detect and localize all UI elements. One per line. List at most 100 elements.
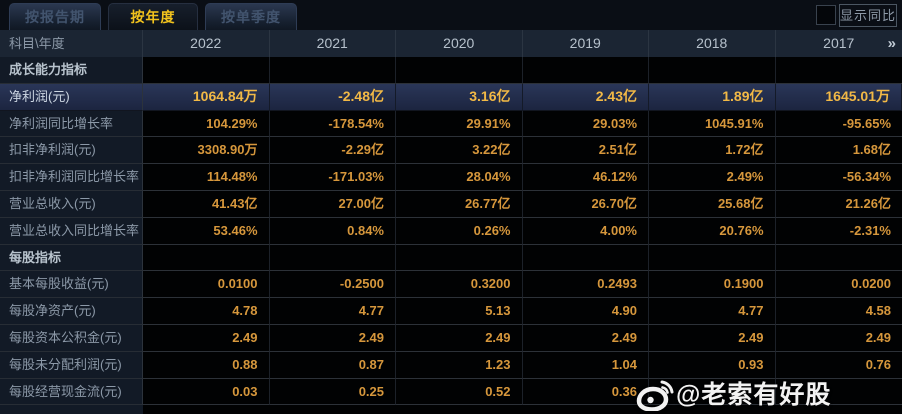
row-label: 基本每股收益(元) xyxy=(0,271,143,299)
cell: 26.70亿 xyxy=(522,190,649,218)
section-row[interactable]: 每股指标 xyxy=(0,244,902,272)
cell: 0.88 xyxy=(143,351,270,379)
row-label: 每股经营现金流(元) xyxy=(0,378,143,406)
tab-by-quarter[interactable]: 按单季度 xyxy=(205,3,297,30)
tab-report-period[interactable]: 按报告期 xyxy=(9,3,101,30)
cell: -2.31% xyxy=(775,217,902,245)
cell: 2.49 xyxy=(649,324,776,352)
section-row[interactable]: 成长能力指标 xyxy=(0,57,902,84)
cell: 3.16亿 xyxy=(396,83,523,111)
corner-label: 科目\年度 xyxy=(0,30,143,57)
cell: -0.2500 xyxy=(269,271,396,299)
cell: 2.49 xyxy=(269,324,396,352)
cell: 0.03 xyxy=(143,378,270,406)
next-columns-icon[interactable]: » xyxy=(887,35,896,52)
column-header-2018: 2018 xyxy=(649,30,776,57)
cell: 25.68亿 xyxy=(649,190,776,218)
cell: 29.03% xyxy=(522,110,649,138)
cell: 0.25 xyxy=(269,378,396,406)
cell: 3.22亿 xyxy=(396,137,523,165)
cell: 5.13 xyxy=(396,298,523,325)
cell: 0.76 xyxy=(775,351,902,379)
cell: 4.77 xyxy=(649,298,776,325)
table-row[interactable]: 净利润(元) 1064.84万 -2.48亿 3.16亿 2.43亿 1.89亿 1645.… xyxy=(0,83,902,111)
cell: 0.0100 xyxy=(143,271,270,299)
cell xyxy=(649,244,776,272)
cell xyxy=(775,244,902,272)
cell: 21.26亿 xyxy=(775,190,902,218)
cell: 4.77 xyxy=(269,298,396,325)
cell: 2.49 xyxy=(396,324,523,352)
cell: -178.54% xyxy=(269,110,396,138)
table-row[interactable]: 每股未分配利润(元) 0.88 0.87 1.23 1.04 0.93 0.76 xyxy=(0,351,902,379)
cell: 1.72亿 xyxy=(649,137,776,165)
cell: 0.93 xyxy=(649,351,776,379)
table-body: 成长能力指标 净利润(元) 1064.84万 -2.48亿 3.16亿 2.43亿 1.89… xyxy=(0,57,902,406)
cell: 1645.01万 xyxy=(775,83,902,111)
cell: 114.48% xyxy=(143,164,270,191)
table-row[interactable]: 扣非净利润同比增长率 114.48% -171.03% 28.04% 46.12% 2.4… xyxy=(0,164,902,191)
column-header-2019: 2019 xyxy=(523,30,649,57)
cell: 1.68亿 xyxy=(775,137,902,165)
cell xyxy=(143,244,270,272)
row-label: 营业总收入同比增长率 xyxy=(0,217,143,245)
cell xyxy=(522,57,649,84)
cell: 20.76% xyxy=(649,217,776,245)
show-yoy-checkbox[interactable] xyxy=(816,5,836,25)
row-label: 营业总收入(元) xyxy=(0,190,143,218)
cell: 1.23 xyxy=(396,351,523,379)
cell xyxy=(775,57,902,84)
cell: 4.78 xyxy=(143,298,270,325)
period-tabbar: 按报告期 按年度 按单季度 显示同比 xyxy=(0,0,902,30)
cell: 29.91% xyxy=(396,110,523,138)
cell: 27.00亿 xyxy=(269,190,396,218)
cell: 104.29% xyxy=(143,110,270,138)
table-row[interactable]: 营业总收入(元) 41.43亿 27.00亿 26.77亿 26.70亿 25.68亿 21… xyxy=(0,190,902,218)
cell: 53.46% xyxy=(143,217,270,245)
row-label: 净利润同比增长率 xyxy=(0,110,143,138)
show-yoy-button[interactable]: 显示同比 xyxy=(839,4,897,27)
cell: 4.00% xyxy=(522,217,649,245)
column-header-2022: 2022 xyxy=(143,30,270,57)
tab-by-year[interactable]: 按年度 xyxy=(108,3,198,30)
cell: -171.03% xyxy=(269,164,396,191)
cell: 0.52 xyxy=(396,378,523,406)
cell: -2.48亿 xyxy=(269,83,396,111)
table-row[interactable]: 净利润同比增长率 104.29% -178.54% 29.91% 29.03% 1045.… xyxy=(0,110,902,138)
table-row[interactable]: 扣非净利润(元) 3308.90万 -2.29亿 3.22亿 2.51亿 1.72亿 1.6… xyxy=(0,137,902,165)
cell: 0.0200 xyxy=(775,271,902,299)
table-row[interactable]: 每股资本公积金(元) 2.49 2.49 2.49 2.49 2.49 2.49 xyxy=(0,324,902,352)
column-header-2020: 2020 xyxy=(396,30,523,57)
column-header-2021: 2021 xyxy=(270,30,396,57)
table-row[interactable]: 基本每股收益(元) 0.0100 -0.2500 0.3200 0.2493 0.1900… xyxy=(0,271,902,299)
cell: 2.43亿 xyxy=(522,83,649,111)
cell: 2.49 xyxy=(775,324,902,352)
cell: 41.43亿 xyxy=(143,190,270,218)
cell: 2.49 xyxy=(522,324,649,352)
cell: 1.04 xyxy=(522,351,649,379)
partial-next-row xyxy=(0,405,902,414)
cell: 2.51亿 xyxy=(522,137,649,165)
table-row[interactable]: 每股净资产(元) 4.78 4.77 5.13 4.90 4.77 4.58 xyxy=(0,298,902,325)
cell: -2.29亿 xyxy=(269,137,396,165)
row-label: 每股净资产(元) xyxy=(0,298,143,325)
cell xyxy=(649,57,776,84)
row-label: 每股资本公积金(元) xyxy=(0,324,143,352)
row-label: 扣非净利润同比增长率 xyxy=(0,164,143,191)
cell: 0.2493 xyxy=(522,271,649,299)
cell: 0.1900 xyxy=(649,271,776,299)
cell: 0.3200 xyxy=(396,271,523,299)
table-row[interactable]: 每股经营现金流(元) 0.03 0.25 0.52 0.36 xyxy=(0,378,902,406)
row-label: 扣非净利润(元) xyxy=(0,137,143,165)
row-label: 每股指标 xyxy=(0,244,143,272)
cell: 2.49 xyxy=(143,324,270,352)
cell: 0.84% xyxy=(269,217,396,245)
cell: 1.89亿 xyxy=(649,83,776,111)
cell: 2.49% xyxy=(649,164,776,191)
cell xyxy=(143,57,270,84)
column-header-2017: 2017» xyxy=(776,30,902,57)
table-row[interactable]: 营业总收入同比增长率 53.46% 0.84% 0.26% 4.00% 20.76% -2.… xyxy=(0,217,902,245)
cell xyxy=(649,378,776,406)
cell: 4.58 xyxy=(775,298,902,325)
